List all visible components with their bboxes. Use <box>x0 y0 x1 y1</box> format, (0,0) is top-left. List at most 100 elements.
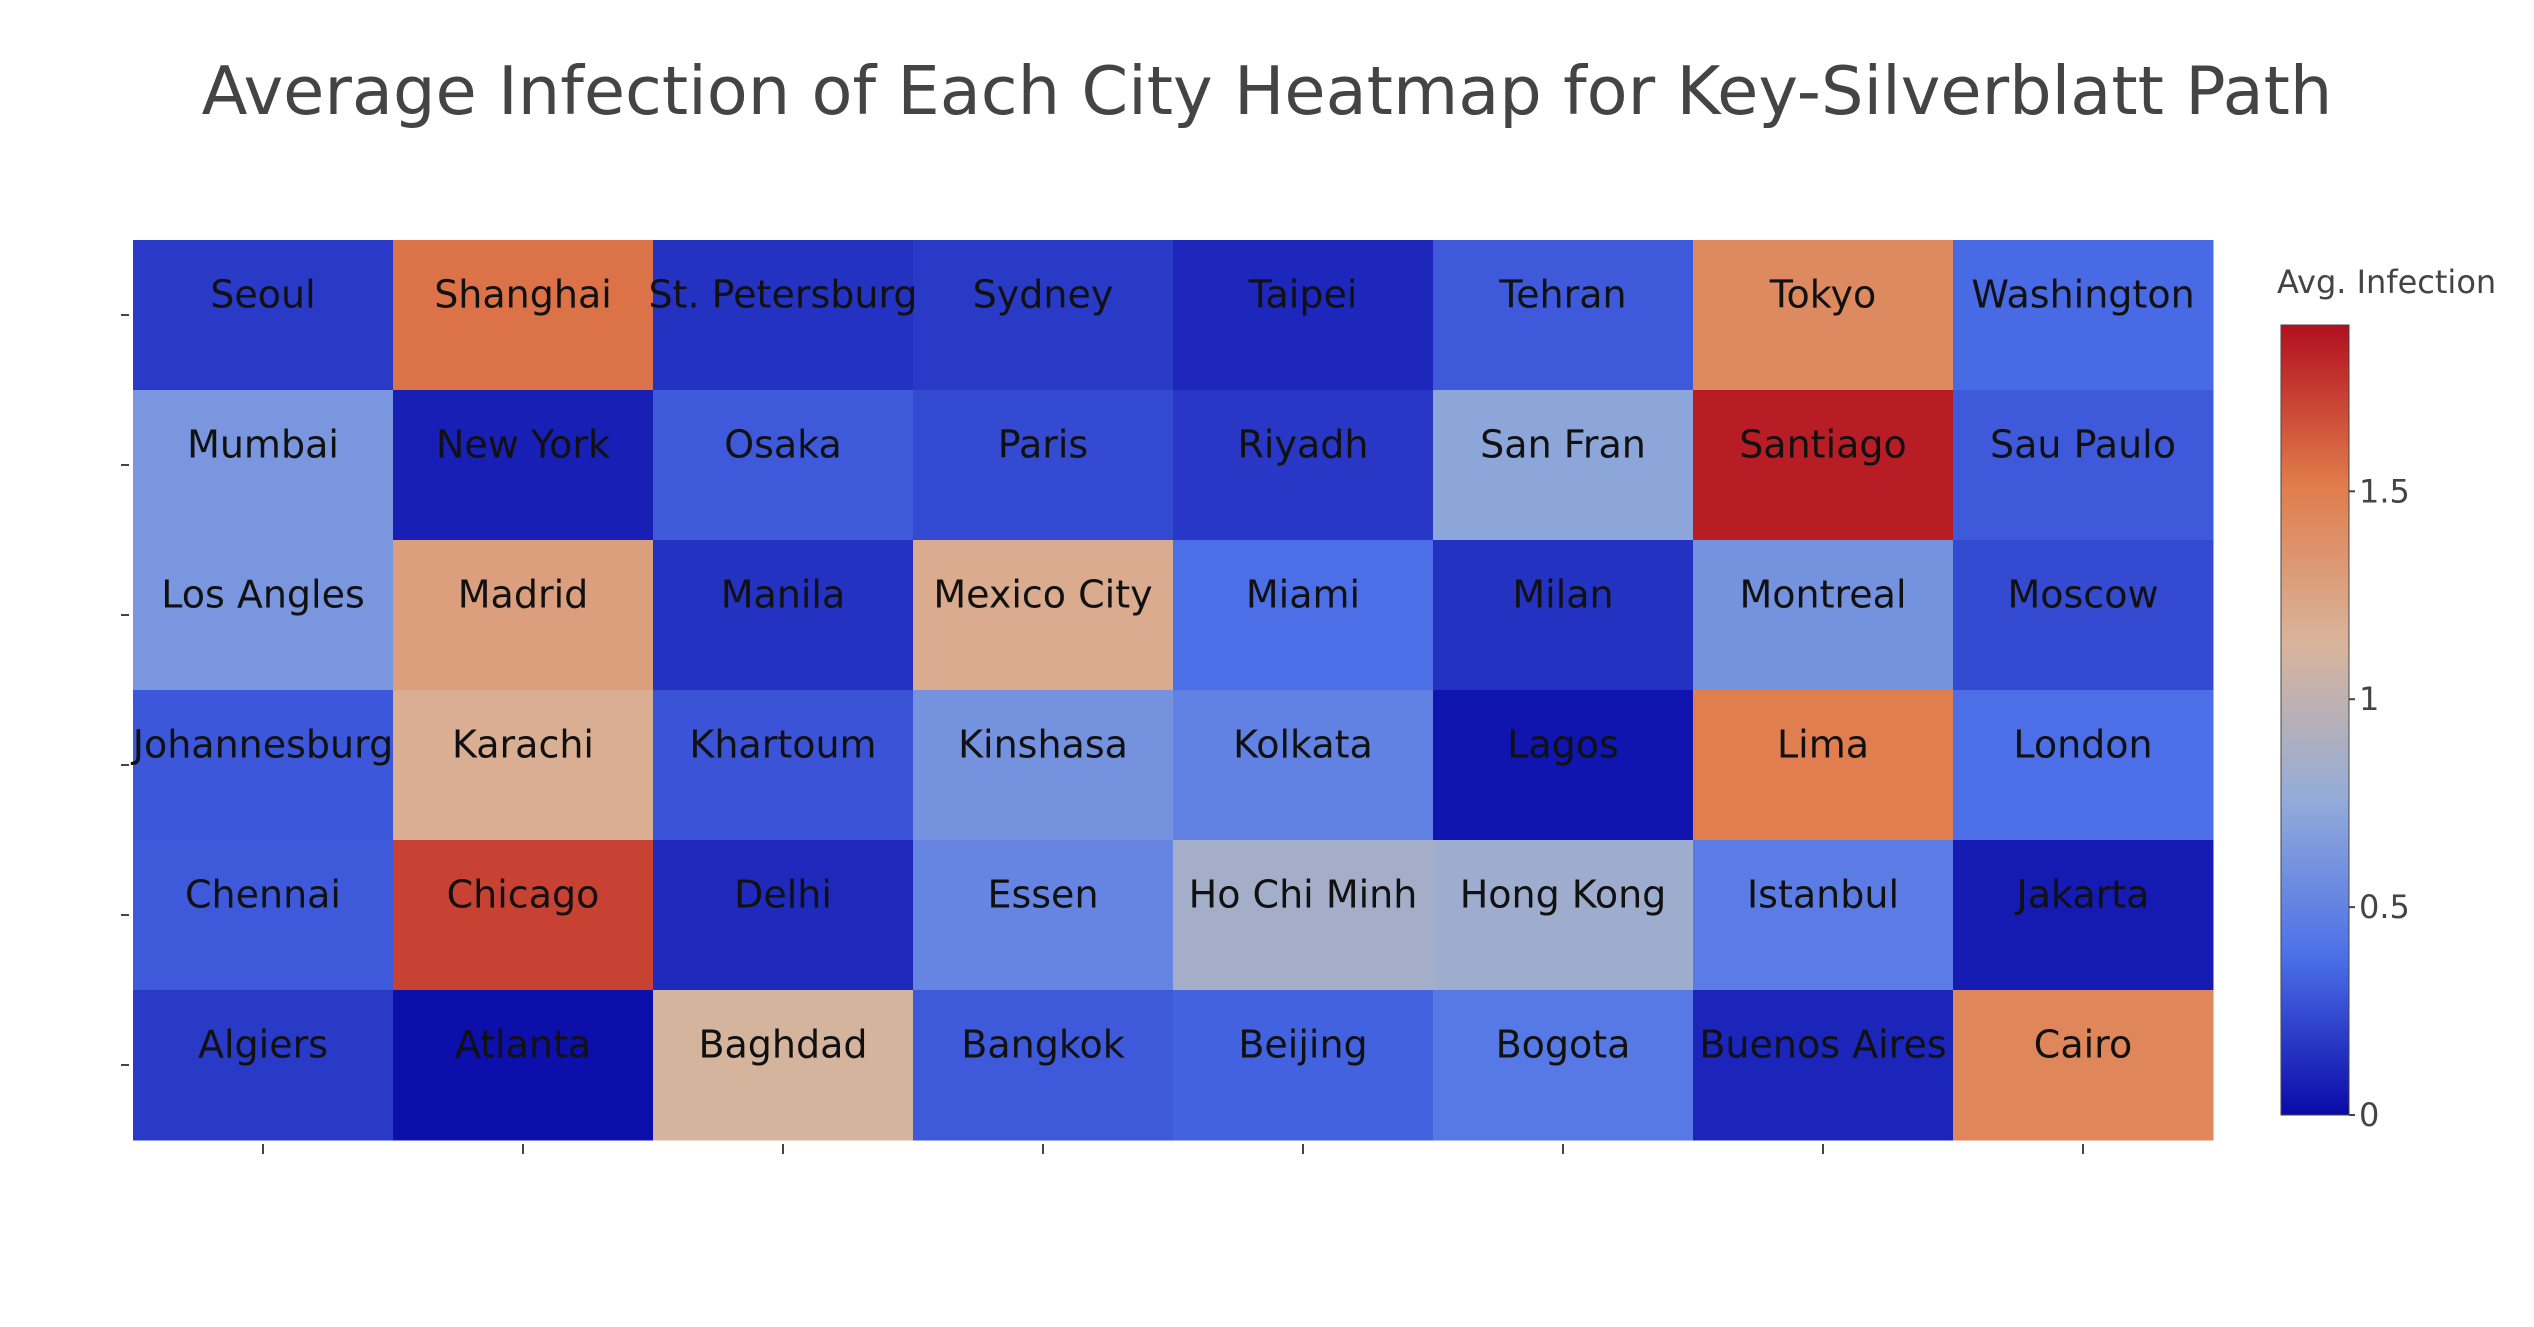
heatmap-cell <box>1693 540 1954 691</box>
city-label: Chicago <box>447 873 600 917</box>
heatmap-cell <box>1433 990 1694 1141</box>
heatmap-cell <box>1953 990 2214 1141</box>
heatmap-cell <box>1173 240 1434 391</box>
city-label: London <box>2013 723 2152 767</box>
city-label: Madrid <box>458 573 589 617</box>
city-label: Baghdad <box>698 1023 867 1067</box>
colorbar-tick-label: 0 <box>2359 1096 2379 1134</box>
heatmap-cell <box>133 840 394 991</box>
colorbar-gradient <box>2280 324 2350 1116</box>
city-label: Ho Chi Minh <box>1189 873 1418 917</box>
city-label: Chennai <box>185 873 341 917</box>
city-label: Miami <box>1246 573 1360 617</box>
heatmap-cell <box>653 540 914 691</box>
city-label: Istanbul <box>1747 873 1899 917</box>
heatmap-cell <box>1693 840 1954 991</box>
city-label: Manila <box>721 573 846 617</box>
city-label: Seoul <box>210 273 315 317</box>
heatmap-cell <box>1433 540 1694 691</box>
heatmap-cell <box>1693 990 1954 1141</box>
heatmap-cell <box>1433 690 1694 841</box>
colorbar-title: Avg. Infection <box>2277 263 2497 301</box>
heatmap-cells <box>133 240 2214 1141</box>
heatmap-cell <box>1433 840 1694 991</box>
city-label: Bangkok <box>961 1023 1124 1067</box>
city-label: Johannesburg <box>131 723 393 767</box>
city-label: Algiers <box>198 1023 328 1067</box>
city-label: Hong Kong <box>1460 873 1667 917</box>
heatmap-cell <box>1953 840 2214 991</box>
city-label: Beijing <box>1238 1023 1367 1067</box>
city-label: Osaka <box>724 423 842 467</box>
heatmap-cell <box>393 690 654 841</box>
heatmap-cell <box>653 840 914 991</box>
heatmap-cell <box>1953 390 2214 541</box>
chart-title: Average Infection of Each City Heatmap f… <box>201 52 2333 130</box>
city-label: Khartoum <box>689 723 876 767</box>
heatmap-cell <box>913 390 1174 541</box>
heatmap-cell <box>1693 240 1954 391</box>
city-label: Kolkata <box>1233 723 1373 767</box>
colorbar-tick-label: 0.5 <box>2359 888 2410 926</box>
heatmap-cell <box>653 990 914 1141</box>
heatmap-cell <box>913 690 1174 841</box>
city-label: Delhi <box>734 873 832 917</box>
heatmap-cell <box>1173 990 1434 1141</box>
city-label: Los Angles <box>161 573 365 617</box>
city-label: Paris <box>998 423 1088 467</box>
city-label: Washington <box>1971 273 2194 317</box>
heatmap-cell <box>133 540 394 691</box>
heatmap-cell <box>393 390 654 541</box>
city-label: Buenos Aires <box>1699 1023 1946 1067</box>
city-label: Santiago <box>1739 423 1907 467</box>
heatmap-cell <box>393 240 654 391</box>
heatmap-cell <box>1433 240 1694 391</box>
city-label: Tehran <box>1498 273 1626 317</box>
city-label: Kinshasa <box>958 723 1128 767</box>
heatmap-cell <box>1693 690 1954 841</box>
city-label: Cairo <box>2034 1023 2132 1067</box>
city-label: Mumbai <box>187 423 339 467</box>
city-label: Shanghai <box>434 273 612 317</box>
heatmap-cell <box>1433 390 1694 541</box>
heatmap-cell <box>913 840 1174 991</box>
heatmap-cell <box>1173 840 1434 991</box>
colorbar-tick-label: 1 <box>2359 680 2379 718</box>
heatmap-cell <box>133 690 394 841</box>
heatmap-cell <box>1953 240 2214 391</box>
city-label: St. Petersburg <box>648 273 917 317</box>
colorbar: 0 0.5 1 1.5 <box>2280 324 2410 1134</box>
heatmap-cell <box>1173 540 1434 691</box>
city-label: Bogota <box>1496 1023 1631 1067</box>
city-label: Montreal <box>1739 573 1906 617</box>
city-label: Mexico City <box>933 573 1152 617</box>
heatmap-cell <box>133 990 394 1141</box>
heatmap-cell <box>913 540 1174 691</box>
heatmap-cell <box>393 540 654 691</box>
city-label: Essen <box>987 873 1098 917</box>
city-label: Lima <box>1777 723 1869 767</box>
city-label: Riyadh <box>1238 423 1369 467</box>
heatmap-cell <box>133 240 394 391</box>
heatmap-cell <box>1693 390 1954 541</box>
heatmap-axis-ticks <box>121 314 2084 1154</box>
heatmap-cell <box>913 240 1174 391</box>
city-label: Moscow <box>2007 573 2158 617</box>
colorbar-tick-label: 1.5 <box>2359 472 2410 510</box>
city-label: Jakarta <box>2015 873 2150 917</box>
heatmap-cell <box>133 390 394 541</box>
city-label: Tokyo <box>1769 273 1876 317</box>
city-label: Lagos <box>1507 723 1619 767</box>
city-label: Sau Paulo <box>1990 423 2176 467</box>
heatmap-cell <box>1953 540 2214 691</box>
heatmap-cell <box>913 990 1174 1141</box>
city-label: Milan <box>1512 573 1613 617</box>
heatmap-cell <box>393 990 654 1141</box>
heatmap-cell <box>393 840 654 991</box>
heatmap-cell <box>1953 690 2214 841</box>
heatmap-cell <box>1173 690 1434 841</box>
city-label: Sydney <box>973 273 1114 317</box>
city-label: San Fran <box>1480 423 1646 467</box>
city-label: Atlanta <box>455 1023 591 1067</box>
